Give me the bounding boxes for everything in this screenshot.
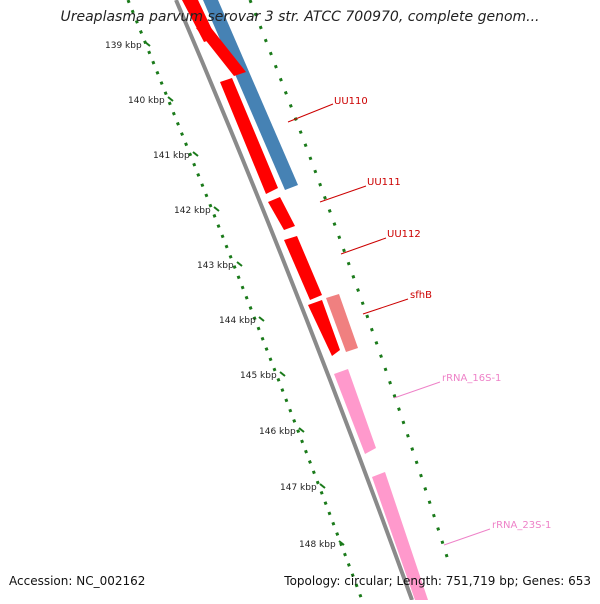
outer-track xyxy=(248,0,450,561)
tick-mark xyxy=(338,540,345,546)
feature-labels: UU110 UU111 UU112 sfhB rRNA_16S-1 rRNA_23S-1 xyxy=(287,96,551,546)
tick-label: 140 kbp xyxy=(128,96,165,106)
map-title: Ureaplasma parvum serovar 3 str. ATCC 70… xyxy=(60,9,540,25)
feature-leader-line xyxy=(362,298,409,315)
tick-label: 142 kbp xyxy=(174,206,211,216)
rrna-16S-arrow xyxy=(334,369,376,454)
cds-sfhB-arrow xyxy=(326,294,358,352)
tick-mark xyxy=(298,427,305,433)
tick-mark xyxy=(144,41,151,47)
cds-uu112-arrow xyxy=(284,236,322,300)
feature-leader-line xyxy=(319,185,367,203)
genome-backbone xyxy=(174,0,414,601)
feature-label: UU112 xyxy=(387,229,421,240)
tick-mark xyxy=(279,371,286,377)
cds-red-block xyxy=(196,24,246,76)
tick-label: 148 kbp xyxy=(299,540,336,550)
feature-label: rRNA_16S-1 xyxy=(442,373,501,384)
feature-label: UU111 xyxy=(367,177,401,188)
feature-track xyxy=(182,0,428,600)
tick-mark xyxy=(167,96,174,102)
rrna-23S-arrow xyxy=(372,472,428,600)
tick-label: 146 kbp xyxy=(259,427,296,437)
tick-label: 141 kbp xyxy=(153,151,190,161)
tick-label: 145 kbp xyxy=(240,371,277,381)
topology-text: Topology: circular; Length: 751,719 bp; … xyxy=(284,574,591,588)
tick-mark xyxy=(192,151,199,157)
tick-label: 147 kbp xyxy=(280,483,317,493)
tick-label: 144 kbp xyxy=(219,316,256,326)
feature-label: sfhB xyxy=(410,290,432,301)
feature-leader-line xyxy=(393,381,441,399)
cds-uu111-arrow xyxy=(268,197,295,230)
feature-label: rRNA_23S-1 xyxy=(492,520,551,531)
genome-backbone-line xyxy=(174,0,414,601)
tick-label: 143 kbp xyxy=(197,261,234,271)
feature-leader-line xyxy=(287,103,334,123)
cds-blue-strand xyxy=(203,0,298,190)
accession-text: Accession: NC_002162 xyxy=(9,574,146,588)
feature-label: UU110 xyxy=(334,96,368,107)
cds-uu110-arrow xyxy=(220,78,278,194)
feature-leader-line xyxy=(443,528,491,546)
feature-leader-line xyxy=(340,237,387,255)
tick-mark xyxy=(258,316,265,322)
scale-ticks: 139 kbp 140 kbp 141 kbp 142 kbp 143 kbp 144 k… xyxy=(105,41,345,550)
outer-track-dots xyxy=(248,0,450,561)
tick-mark xyxy=(213,206,220,212)
cds-red-block xyxy=(308,300,340,356)
tick-mark xyxy=(319,483,326,489)
tick-mark xyxy=(236,261,243,267)
tick-label: 139 kbp xyxy=(105,41,142,51)
